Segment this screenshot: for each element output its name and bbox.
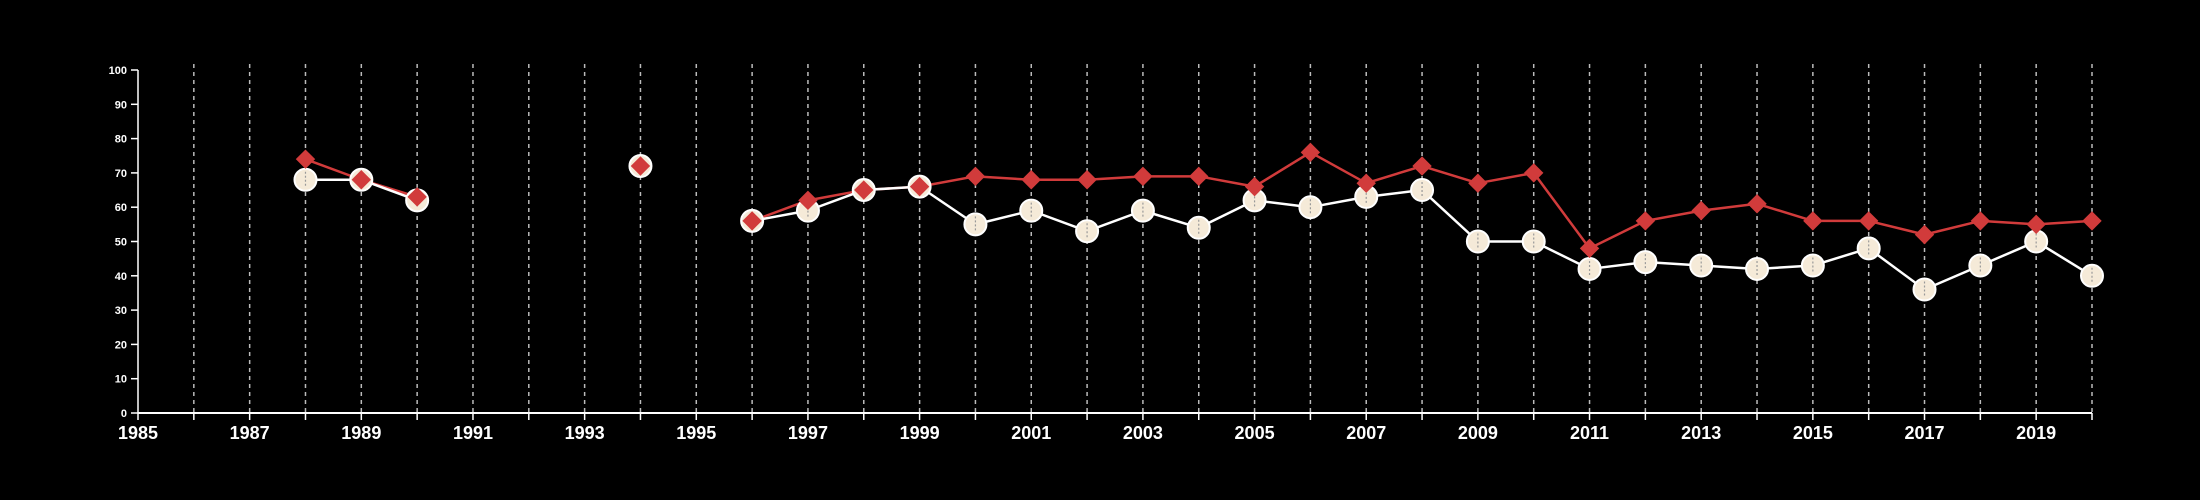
y-tick-label-50: 50	[115, 237, 127, 249]
y-tick-label-80: 80	[115, 134, 127, 146]
red-point-2017	[1914, 224, 1935, 245]
red-point-1994	[630, 156, 651, 176]
red-point-2001	[1021, 170, 1041, 190]
red-point-2002	[1077, 170, 1097, 190]
red-point-2008	[1412, 156, 1432, 176]
x-tick-label-2003: 2003	[1123, 423, 1163, 443]
red-point-2013	[1691, 200, 1711, 221]
y-tick-label-90: 90	[115, 99, 127, 111]
red-point-2015	[1803, 211, 1823, 231]
x-tick-label-2001: 2001	[1011, 423, 1051, 443]
red-point-2009	[1468, 173, 1488, 193]
red-point-2004	[1189, 166, 1209, 187]
red-point-1988	[295, 149, 316, 169]
y-tick-label-60: 60	[115, 202, 127, 214]
red-point-1999	[909, 176, 930, 197]
red-point-2018	[1970, 211, 1991, 231]
red-point-2014	[1747, 194, 1767, 214]
red-point-2016	[1858, 211, 1879, 231]
red-point-2005	[1244, 176, 1265, 197]
red-point-2020	[2082, 211, 2102, 231]
x-tick-label-2009: 2009	[1458, 423, 1498, 443]
x-tick-label-1991: 1991	[453, 423, 493, 443]
red-point-2011	[1579, 238, 1600, 259]
x-tick-label-1985: 1985	[118, 423, 158, 443]
x-tick-label-2007: 2007	[1346, 423, 1386, 443]
red-point-1997	[798, 190, 818, 211]
red-point-2006	[1300, 142, 1321, 163]
red-point-2012	[1635, 211, 1656, 231]
x-tick-label-2015: 2015	[1793, 423, 1833, 443]
red-point-1990	[407, 187, 427, 207]
y-tick-label-0: 0	[121, 408, 127, 420]
x-tick-label-1997: 1997	[788, 423, 828, 443]
red-point-1998	[854, 180, 874, 200]
series-group	[293, 142, 2104, 302]
red-point-2007	[1356, 173, 1376, 193]
x-tick-label-2017: 2017	[1904, 423, 1944, 443]
x-tick-label-2011: 2011	[1570, 423, 1609, 443]
red-point-2010	[1524, 163, 1544, 183]
red-point-1989	[351, 170, 372, 190]
x-tick-label-1995: 1995	[676, 423, 716, 443]
x-tick-label-1987: 1987	[230, 423, 270, 443]
y-tick-label-70: 70	[115, 168, 127, 180]
x-tick-label-1989: 1989	[341, 423, 381, 443]
x-tick-label-2005: 2005	[1235, 423, 1275, 443]
x-tick-label-1999: 1999	[900, 423, 940, 443]
y-tick-label-20: 20	[115, 339, 127, 351]
x-tick-label-2019: 2019	[2016, 423, 2056, 443]
red-point-2000	[965, 166, 986, 187]
axes: 1985 1987 1989 1991 1993 1995 1997 1999 2001 2003…	[109, 65, 2093, 443]
red-point-1996	[742, 211, 762, 231]
x-tick-label-1993: 1993	[565, 423, 605, 443]
y-tick-label-100: 100	[109, 65, 127, 77]
red-point-2019	[2026, 214, 2046, 235]
white-point-2012	[1633, 250, 1658, 275]
vertical-grid	[193, 64, 2093, 413]
y-tick-label-30: 30	[115, 305, 127, 317]
y-tick-label-10: 10	[115, 374, 127, 386]
x-tick-label-2013: 2013	[1681, 423, 1721, 443]
y-tick-label-40: 40	[115, 271, 127, 283]
red-point-2003	[1133, 166, 1153, 187]
